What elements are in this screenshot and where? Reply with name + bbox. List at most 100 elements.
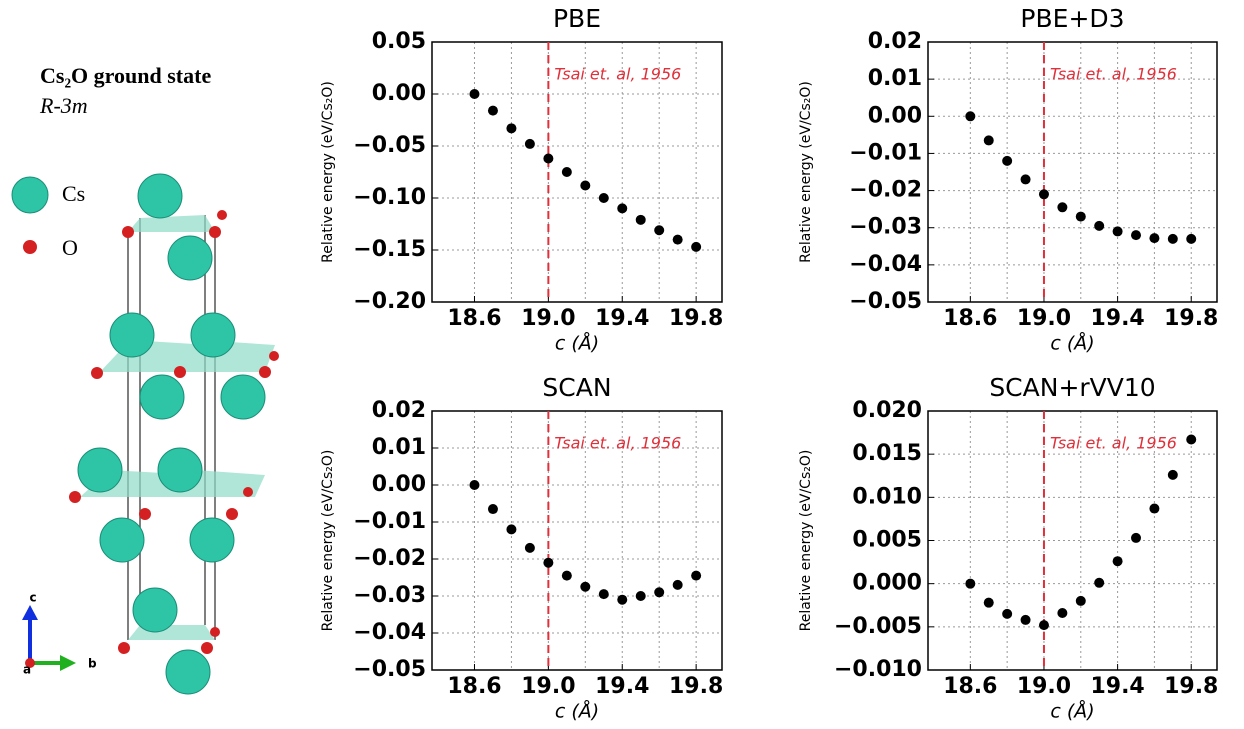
plot-frame [431, 41, 723, 303]
point [691, 570, 702, 581]
point [543, 153, 554, 164]
axis-label: c [29, 591, 36, 605]
legend-swatch [11, 176, 49, 214]
plot: 0.020 0.015 0.010 0.005 0.000 −0.005 −0.010 18.… [798, 373, 1218, 723]
x-tick-label: 18.6 [447, 674, 501, 699]
x-tick-label: 19.8 [669, 674, 723, 699]
point [1002, 608, 1013, 619]
y-tick-label: −0.010 [834, 657, 922, 682]
point [654, 225, 665, 236]
point [524, 542, 535, 553]
x-tick-label: 19.4 [1090, 306, 1144, 331]
x-tick-label: 19.4 [595, 306, 649, 331]
y-tick-label: 0.000 [852, 571, 922, 596]
legend-label: O [62, 235, 78, 260]
y-axis-label: Relative energy (eV/Cs₂O) [798, 81, 814, 263]
point [1131, 230, 1142, 241]
y-tick-label: −0.05 [353, 657, 426, 682]
plot: 0.02 0.01 0.00 −0.01 −0.02 −0.03 −0.04 −0.05 18.… [798, 4, 1218, 355]
x-axis-label: c (Å) [555, 332, 599, 355]
point [635, 591, 646, 601]
point [506, 123, 517, 134]
x-tick-label: 19.0 [521, 306, 575, 331]
point [1186, 434, 1197, 445]
point [1075, 211, 1086, 222]
y-axis-label: Relative energy (eV/Cs₂O) [320, 81, 336, 263]
point [983, 135, 994, 146]
plot-frame [431, 410, 723, 671]
y-tick-label: −0.02 [849, 178, 922, 203]
y-axis-label: Relative energy (eV/Cs₂O) [320, 450, 336, 632]
point [635, 214, 646, 225]
annotation: Tsai et. al, 1956 [1050, 65, 1177, 84]
point [1149, 503, 1160, 514]
point [1094, 577, 1105, 588]
x-tick-label: 19.8 [1164, 674, 1218, 699]
point [580, 581, 591, 592]
plot: 0.05 0.00 −0.05 −0.10 −0.15 −0.20 18.6 19.0 19.4… [320, 4, 723, 355]
point [598, 193, 609, 203]
annotation: Tsai et. al, 1956 [554, 434, 681, 453]
y-axis-label: Relative energy (eV/Cs₂O) [798, 450, 814, 632]
point [469, 89, 480, 99]
x-tick-label: 19.8 [669, 306, 723, 331]
x-axis-label: c (Å) [1050, 332, 1094, 355]
point [598, 589, 609, 600]
y-tick-label: 0.015 [852, 441, 922, 466]
point [983, 597, 994, 608]
y-tick-label: 0.05 [372, 29, 426, 54]
axis-label: a [23, 663, 31, 677]
y-tick-label: 0.00 [372, 81, 426, 106]
point [1020, 174, 1031, 185]
point [487, 504, 498, 515]
y-tick-label: 0.00 [868, 103, 922, 128]
point [1057, 608, 1068, 619]
point [1131, 532, 1142, 543]
point [1094, 220, 1105, 231]
x-tick-label: 18.6 [447, 306, 501, 331]
point [1038, 620, 1049, 631]
point [524, 138, 535, 149]
x-tick-label: 19.0 [521, 674, 575, 699]
y-tick-label: 0.01 [372, 435, 426, 460]
y-tick-label: 0.00 [372, 472, 426, 497]
x-tick-label: 19.4 [595, 674, 649, 699]
y-tick-label: −0.15 [353, 237, 426, 262]
x-tick-label: 18.6 [943, 674, 997, 699]
point [965, 578, 976, 589]
point [965, 111, 976, 122]
y-tick-label: −0.05 [353, 133, 426, 158]
point [580, 180, 591, 191]
y-tick-label: −0.01 [353, 509, 426, 534]
y-tick-label: −0.02 [353, 546, 426, 571]
point [561, 570, 572, 581]
point [1057, 202, 1068, 213]
point [469, 480, 480, 490]
point [1075, 595, 1086, 606]
point [672, 234, 683, 245]
point [1186, 233, 1197, 244]
y-tick-label: −0.04 [353, 620, 426, 645]
point [1167, 233, 1178, 244]
axis-label: b [88, 657, 97, 671]
chart-title: PBE+D3 [1020, 4, 1124, 33]
y-tick-label: 0.010 [852, 484, 922, 509]
point [1038, 189, 1049, 200]
point [1112, 226, 1123, 237]
x-axis-label: c (Å) [555, 700, 599, 723]
chart-title: SCAN+rVV10 [989, 373, 1155, 402]
y-tick-label: −0.05 [849, 289, 922, 314]
x-axis-label: c (Å) [1050, 700, 1094, 723]
x-tick-label: 19.0 [1017, 306, 1071, 331]
y-tick-label: −0.03 [849, 215, 922, 240]
y-tick-label: 0.020 [852, 398, 922, 423]
legend-swatch [23, 240, 37, 254]
point [691, 241, 702, 252]
crystal-structure [69, 173, 279, 695]
x-tick-label: 19.8 [1164, 306, 1218, 331]
point [1020, 614, 1031, 625]
plot: 0.02 0.01 0.00 −0.01 −0.02 −0.03 −0.04 −0.05 18.… [320, 373, 723, 723]
structure-title: Cs₂O ground state [40, 63, 211, 88]
point [561, 167, 572, 177]
